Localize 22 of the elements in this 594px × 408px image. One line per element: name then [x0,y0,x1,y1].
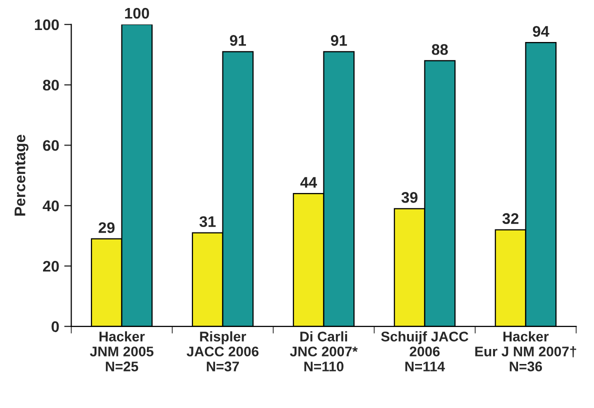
x-tick-label: Hacker JNM 2005 N=25 [90,331,154,372]
y-tick-label: 40 [42,200,59,212]
x-tick-label: Rispler JACC 2006 N=37 [186,331,259,372]
data-label: 91 [330,35,347,46]
data-label: 44 [300,177,317,188]
x-tick-label: Hacker Eur J NM 2007† N=36 [475,331,576,372]
data-label: 91 [230,35,246,46]
data-label: 88 [432,44,448,55]
data-label: 94 [532,26,550,37]
data-label: 32 [502,213,518,224]
y-axis-title: Percentage [14,134,28,216]
data-label: 100 [125,8,150,19]
x-tick-label: Schuijf JACC 2006 N=114 [381,331,468,372]
y-tick-label: 20 [43,260,59,272]
data-label: 31 [199,216,216,228]
data-label: 39 [401,192,418,203]
y-tick-label: 0 [52,321,59,332]
data-label: 29 [98,222,115,234]
y-tick-label: 60 [43,140,59,151]
y-tick-label: 80 [42,80,59,91]
y-tick-label: 100 [34,19,59,30]
x-tick-label: Di Carli JNC 2007* N=110 [290,331,358,372]
